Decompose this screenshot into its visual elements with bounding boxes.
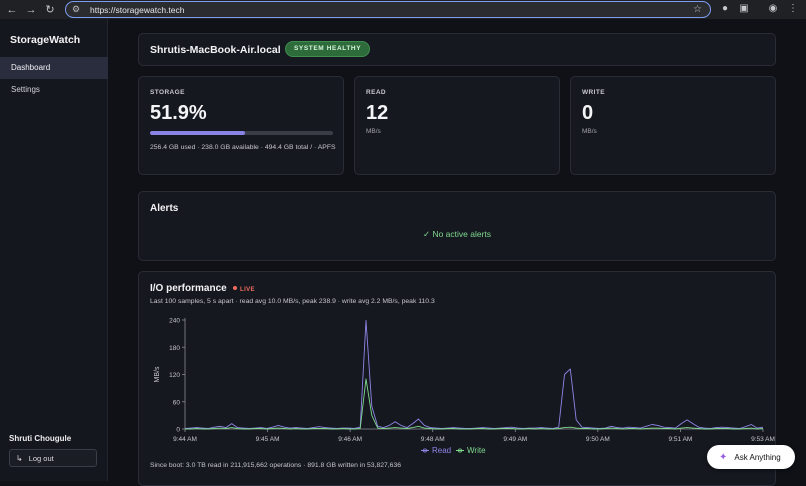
url-text[interactable]: https://storagewatch.tech <box>90 4 185 15</box>
legend-marker-write <box>457 448 462 453</box>
alerts-title: Alerts <box>150 203 179 214</box>
x-tick-label: 9:49 AM <box>503 436 527 443</box>
forward-icon[interactable]: → <box>25 3 37 16</box>
y-tick-label: 0 <box>176 427 180 434</box>
x-tick-label: 9:46 AM <box>338 436 362 443</box>
io-subtitle: Last 100 samples, 5 s apart · read avg 1… <box>150 298 435 305</box>
x-tick-label: 9:45 AM <box>256 436 280 443</box>
x-tick-label: 9:53 AM <box>751 436 775 443</box>
io-chart: 0 60 120 180 240 MB/s 9:44 AM 9:45 AM 9:46 AM 9:4… <box>154 318 775 456</box>
write-label: WRITE <box>582 89 605 96</box>
sidebar-item-settings[interactable]: Settings <box>11 85 40 94</box>
series-line-read <box>184 320 764 429</box>
browser-toolbar: ← → ↻ ⚙ https://storagewatch.tech ☆ ● ▣ … <box>0 0 806 19</box>
storage-progress-fill <box>150 131 245 135</box>
read-card: READ 12 MB/s <box>354 76 560 175</box>
x-tick-label: 9:50 AM <box>586 436 610 443</box>
storage-card: STORAGE 51.9% 256.4 GB used · 238.0 GB a… <box>138 76 344 175</box>
brand-title: StorageWatch <box>10 34 81 46</box>
host-separator: : <box>277 44 280 56</box>
ask-anything-button[interactable]: ✦ Ask Anything <box>707 445 795 469</box>
host-card: Shrutis-MacBook-Air.local : SYSTEM HEALT… <box>138 33 776 66</box>
storage-value: 51.9% <box>150 102 207 124</box>
io-title: I/O performance <box>150 283 227 294</box>
y-tick-label: 120 <box>169 372 180 379</box>
legend-label-read: Read <box>432 446 451 455</box>
sidebar: StorageWatch Dashboard Settings Shruti C… <box>0 19 108 481</box>
ask-anything-label: Ask Anything <box>734 452 781 462</box>
profile-icon[interactable]: ◉ <box>768 3 778 14</box>
y-tick-label: 60 <box>173 399 181 406</box>
live-label: LIVE <box>240 287 255 293</box>
sparkle-icon: ✦ <box>719 451 728 463</box>
legend-label-write: Write <box>467 446 486 455</box>
storage-detail: 256.4 GB used · 238.0 GB available · 494… <box>150 144 336 151</box>
series-line-write <box>185 378 764 430</box>
read-unit: MB/s <box>366 128 381 135</box>
y-tick-label: 180 <box>169 345 180 352</box>
legend-marker-read <box>422 448 427 453</box>
storage-label: STORAGE <box>150 89 185 96</box>
site-settings-icon[interactable]: ⚙ <box>72 4 81 14</box>
read-value: 12 <box>366 102 389 124</box>
x-tick-label: 9:51 AM <box>668 436 692 443</box>
y-tick-label: 240 <box>169 318 180 325</box>
live-dot-icon <box>233 286 237 290</box>
storage-progress-track <box>150 131 333 135</box>
write-card: WRITE 0 MB/s <box>570 76 776 175</box>
logout-label: Log out <box>28 453 54 463</box>
write-unit: MB/s <box>582 128 597 135</box>
user-name: Shruti Chougule <box>9 434 72 443</box>
read-label: READ <box>366 89 387 96</box>
status-badge: SYSTEM HEALTHY <box>285 41 371 57</box>
address-bar[interactable]: ⚙ https://storagewatch.tech ☆ <box>65 1 711 18</box>
logout-button[interactable]: ↳ Log out <box>9 449 97 467</box>
host-name: Shrutis-MacBook-Air.local <box>150 44 281 56</box>
no-alerts-message: ✓ No active alerts <box>422 229 492 239</box>
back-icon[interactable]: ← <box>6 3 18 16</box>
extensions-puzzle-icon[interactable]: ▣ <box>739 3 749 14</box>
bookmark-star-icon[interactable]: ☆ <box>693 4 702 15</box>
io-footer: Since boot: 3.0 TB read in 211,915,662 o… <box>150 462 402 469</box>
reload-icon[interactable]: ↻ <box>45 3 55 16</box>
write-value: 0 <box>582 102 594 124</box>
menu-kebab-icon[interactable]: ⋮ <box>788 3 798 14</box>
y-axis-label: MB/s <box>154 366 161 382</box>
logout-icon: ↳ <box>16 453 23 463</box>
live-indicator: LIVE <box>233 286 255 293</box>
x-tick-label: 9:48 AM <box>421 436 445 443</box>
sidebar-item-dashboard[interactable]: Dashboard <box>0 57 108 79</box>
io-card: I/O performance LIVE Last 100 samples, 5… <box>138 271 776 486</box>
alerts-card: Alerts ✓ No active alerts <box>138 191 776 261</box>
extension-icon[interactable]: ● <box>721 3 729 14</box>
x-tick-label: 9:44 AM <box>173 436 197 443</box>
